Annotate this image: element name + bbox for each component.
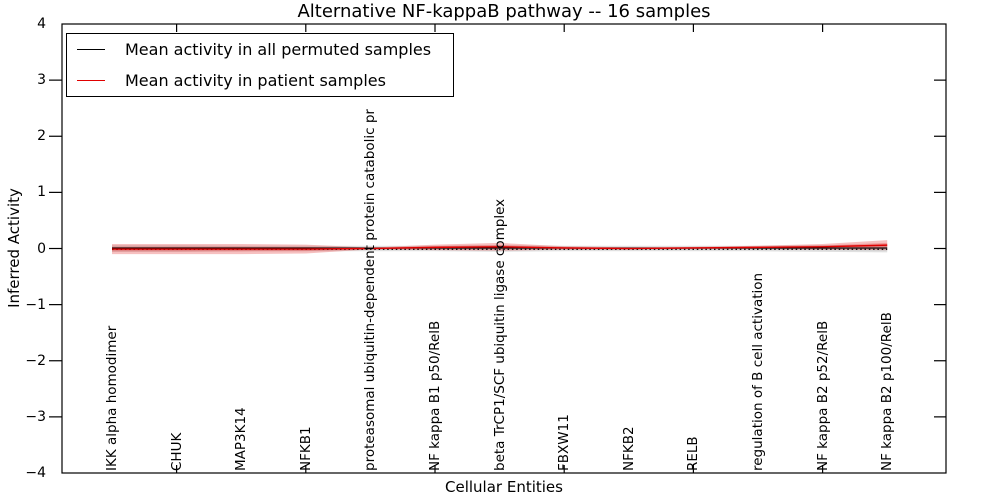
legend-item-patient: Mean activity in patient samples	[67, 65, 453, 96]
x-category-label: RELB	[685, 436, 702, 471]
x-category-label: FBXW11	[556, 414, 573, 471]
legend-label: Mean activity in all permuted samples	[125, 40, 432, 59]
y-tick-label: 0	[37, 240, 46, 257]
x-category-label: regulation of B cell activation	[750, 272, 766, 471]
x-category-label: NF kappa B2 p52/RelB	[814, 320, 831, 471]
y-tick-label: 3	[37, 72, 46, 89]
x-category-label: NFKB1	[297, 426, 314, 471]
x-category-label: CHUK	[168, 432, 185, 471]
x-axis-label: Cellular Entities	[445, 478, 563, 496]
legend: Mean activity in all permuted samples Me…	[66, 33, 454, 97]
y-tick-label: −2	[25, 352, 46, 369]
y-tick-label: −1	[25, 296, 46, 313]
y-tick-label: −4	[25, 465, 46, 481]
x-category-label: NF kappa B1 p50/RelB	[427, 320, 443, 471]
x-category-label: MAP3K14	[233, 407, 250, 471]
patient-line-swatch	[77, 80, 105, 81]
x-category-label: beta TrCP1/SCF ubiquitin ligase complex	[491, 198, 508, 471]
y-tick-label: 1	[37, 184, 46, 201]
legend-label: Mean activity in patient samples	[125, 71, 386, 90]
x-category-label: proteasomal ubiquitin-dependent protein …	[362, 109, 379, 471]
y-tick-label: 2	[37, 128, 46, 145]
y-tick-label: −3	[25, 408, 46, 425]
permuted-line-swatch	[77, 49, 105, 50]
y-tick-label: 4	[37, 16, 46, 32]
x-category-label: NF kappa B2 p100/RelB	[879, 312, 896, 471]
chart-title: Alternative NF-kappaB pathway -- 16 samp…	[297, 1, 711, 22]
x-category-label: NFKB2	[620, 426, 637, 471]
legend-item-permuted: Mean activity in all permuted samples	[67, 34, 453, 65]
x-category-label: IKK alpha homodimer	[104, 325, 120, 471]
